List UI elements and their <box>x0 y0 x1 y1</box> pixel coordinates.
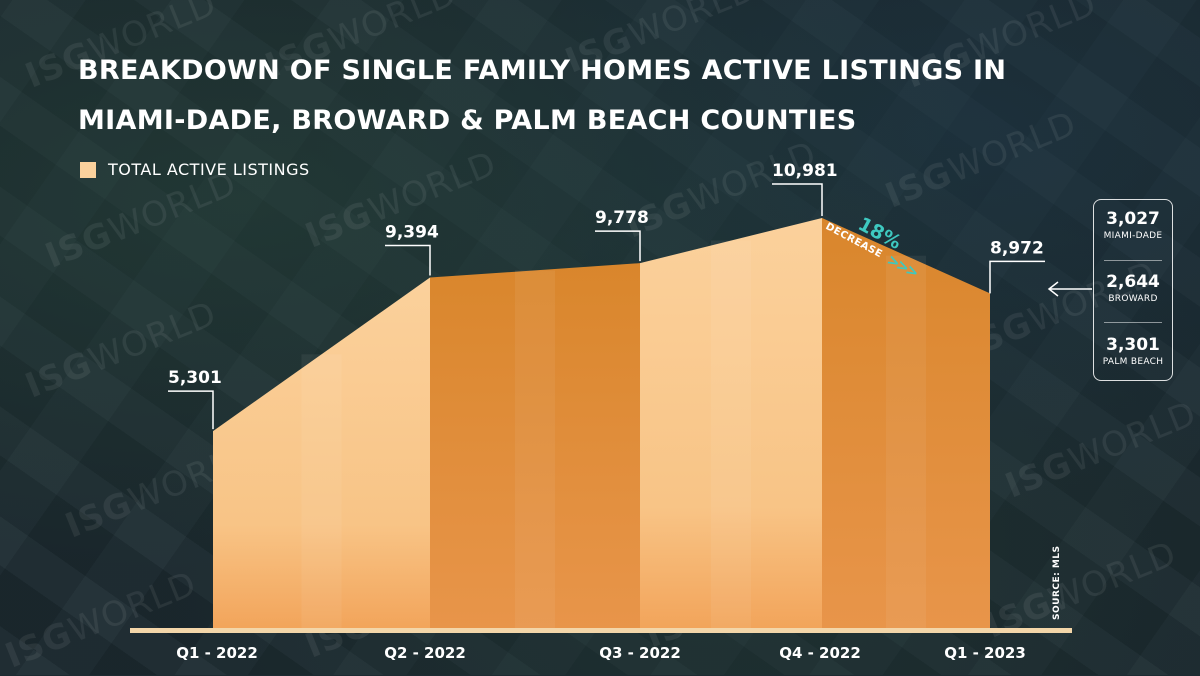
breakdown-palm-beach: 3,301 PALM BEACH <box>1094 335 1172 367</box>
breakdown-label: PALM BEACH <box>1102 357 1164 367</box>
data-label: 9,394 <box>385 223 439 243</box>
area-segment <box>430 263 640 630</box>
data-label: 9,778 <box>595 208 649 228</box>
area-segment <box>822 218 990 630</box>
area-band <box>515 270 555 630</box>
x-tick-label: Q2 - 2022 <box>384 644 466 662</box>
breakdown-broward: 2,644 BROWARD <box>1094 272 1172 304</box>
legend: TOTAL ACTIVE LISTINGS <box>80 160 310 179</box>
legend-label: TOTAL ACTIVE LISTINGS <box>108 160 310 179</box>
x-tick-label: Q1 - 2023 <box>944 644 1026 662</box>
area-band <box>711 240 751 631</box>
breakdown-divider <box>1104 322 1162 323</box>
area-band <box>886 255 926 631</box>
source-note: SOURCE: MLS <box>1052 545 1062 620</box>
title-line-1: BREAKDOWN OF SINGLE FAMILY HOMES ACTIVE … <box>78 55 1007 86</box>
data-label: 5,301 <box>168 368 222 388</box>
title-line-2: MIAMI-DADE, BROWARD & PALM BEACH COUNTIE… <box>78 105 857 136</box>
value-leader-line <box>168 390 214 430</box>
data-label: 8,972 <box>990 238 1044 258</box>
area-band <box>301 354 342 630</box>
value-leader-line <box>989 260 1045 294</box>
area-segment <box>640 218 822 630</box>
area-segment <box>213 277 430 630</box>
chart-title: BREAKDOWN OF SINGLE FAMILY HOMES ACTIVE … <box>78 46 1007 146</box>
breakdown-label: MIAMI-DADE <box>1103 231 1163 241</box>
breakdown-value: 3,301 <box>1106 335 1160 355</box>
data-label: 10,981 <box>772 161 838 181</box>
breakdown-value: 2,644 <box>1106 272 1160 292</box>
x-tick-label: Q1 - 2022 <box>176 644 258 662</box>
county-breakdown-box: 3,027 MIAMI-DADE 2,644 BROWARD 3,301 PAL… <box>1093 199 1173 381</box>
x-tick-label: Q3 - 2022 <box>599 644 681 662</box>
value-leader-line <box>772 183 823 216</box>
legend-swatch <box>80 161 96 178</box>
x-axis-baseline <box>130 628 1072 633</box>
breakdown-pointer-arrow <box>1047 281 1092 297</box>
breakdown-miami-dade: 3,027 MIAMI-DADE <box>1094 209 1172 241</box>
value-leader-line <box>385 244 431 276</box>
breakdown-value: 3,027 <box>1106 209 1160 229</box>
breakdown-divider <box>1104 260 1162 261</box>
value-leader-line <box>595 230 641 262</box>
breakdown-label: BROWARD <box>1108 294 1158 304</box>
x-tick-label: Q4 - 2022 <box>779 644 861 662</box>
